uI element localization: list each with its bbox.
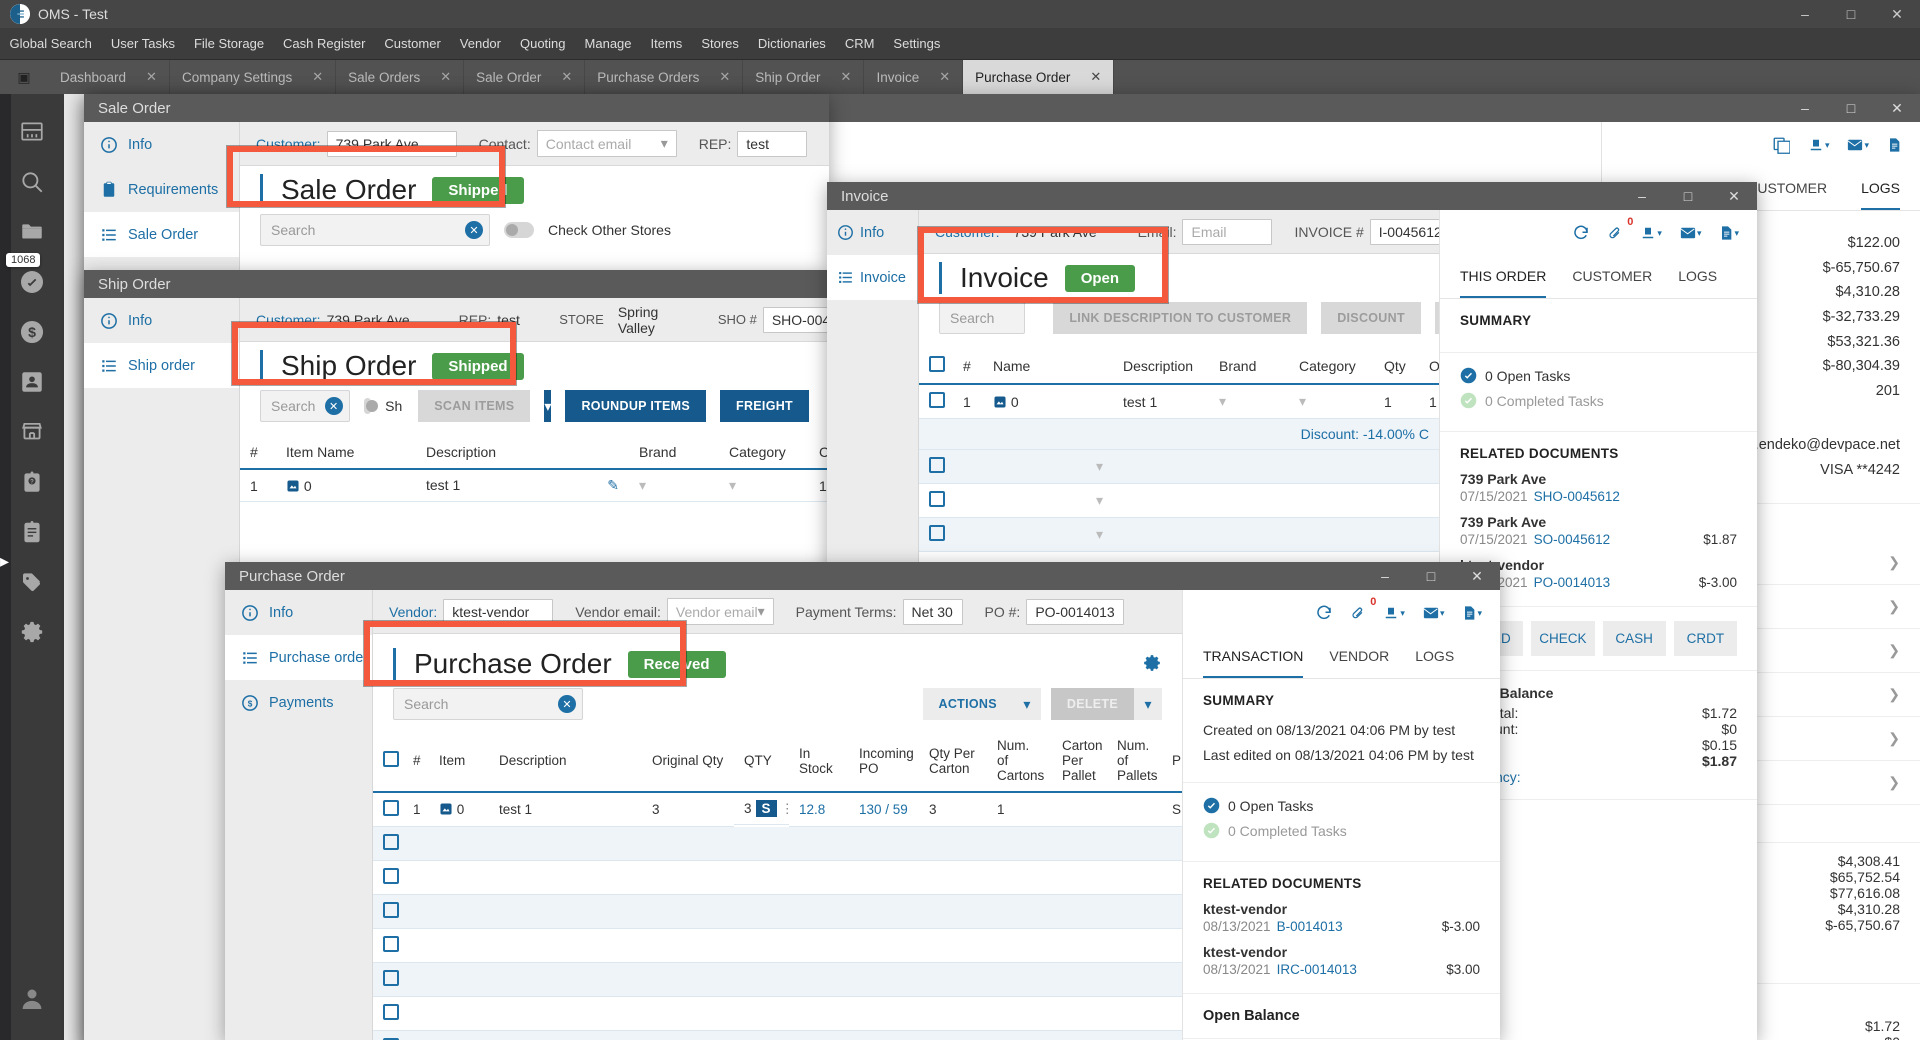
svg-text:?: ? — [30, 479, 34, 485]
svg-text:$: $ — [248, 699, 253, 708]
svg-text:$: $ — [28, 324, 36, 340]
